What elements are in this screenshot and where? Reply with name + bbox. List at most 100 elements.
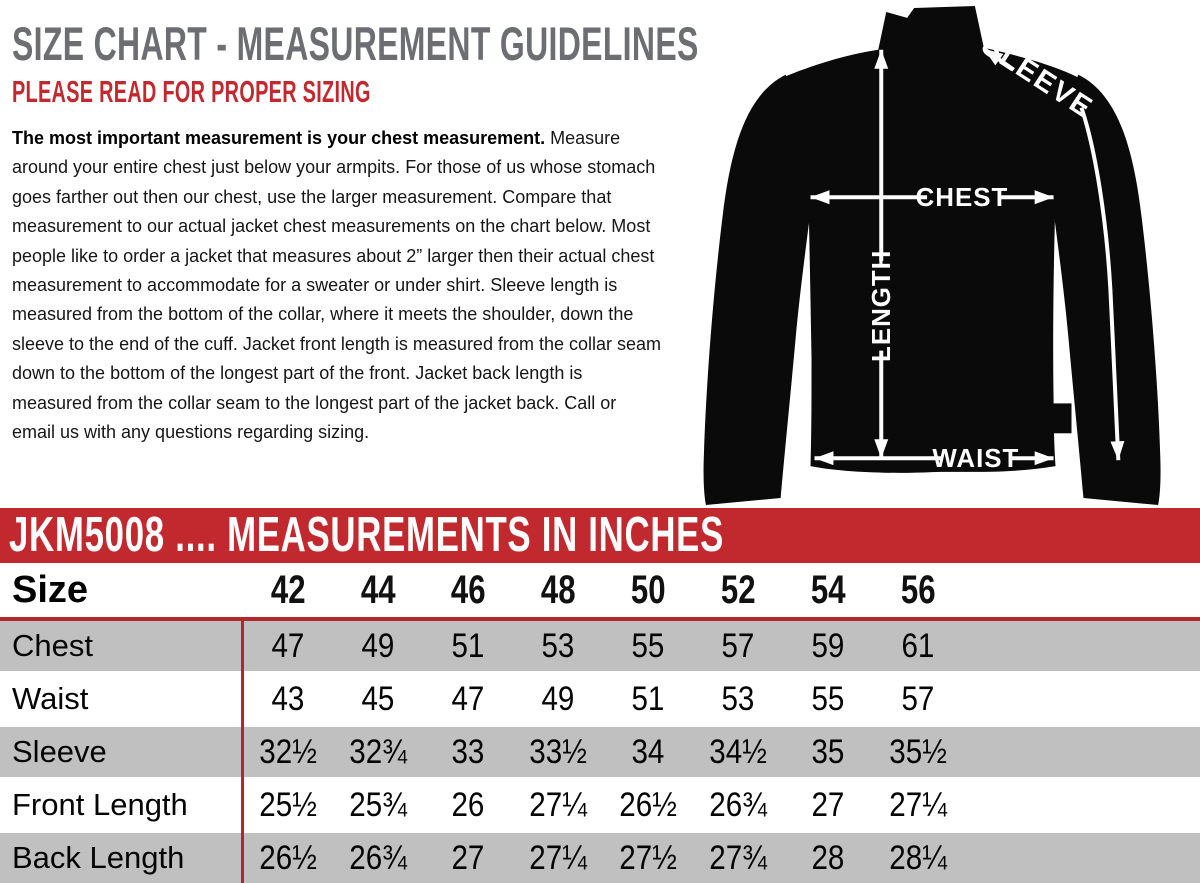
measurement-value: 25½ [243,786,333,825]
column-divider-line [241,617,244,883]
measurement-value-text: 35½ [889,732,947,771]
measurement-value: 27¼ [873,786,963,825]
measurement-value-text: 53 [721,679,755,718]
measurement-value: 28¼ [873,839,963,878]
page-title: SIZE CHART - MEASUREMENT GUIDELINES [12,17,699,70]
size-column-header: 46 [423,568,513,613]
measurement-value: 35½ [873,733,963,772]
measurement-value: 34½ [693,733,783,772]
measurement-value: 26½ [603,786,693,825]
measurement-value-text: 59 [811,626,845,665]
measurement-value-text: 27 [811,785,845,824]
size-column-header-text: 54 [810,567,846,612]
size-header-cells: 42 44 46 48 50 52 54 56 [243,568,963,613]
size-column-header: 54 [783,568,873,613]
size-column-header: 50 [603,568,693,613]
measurement-value: 35 [783,733,873,772]
measurement-value: 27¾ [693,839,783,878]
size-column-header: 52 [693,568,783,613]
measurement-value: 28 [783,839,873,878]
measurement-value-text: 35 [811,732,845,771]
row-label: Waist [12,681,89,716]
measurement-value: 27¼ [513,839,603,878]
header-divider-line [0,617,1200,621]
measurement-value: 33½ [513,733,603,772]
measurement-value-text: 49 [361,626,395,665]
measurement-value-text: 28¼ [889,838,947,877]
sleeve-line [1079,106,1125,461]
measurement-value-text: 27¼ [529,785,587,824]
measurement-value-text: 32½ [259,732,317,771]
measurement-value: 27 [783,786,873,825]
measurement-value-text: 25¾ [349,785,407,824]
table-row: Back Length 26½ 26¾ 27 27¼ 27½ 27¾ 28 28¼ [0,833,1200,883]
measurement-value: 27 [423,839,513,878]
measurement-value: 53 [513,627,603,666]
size-column-header-text: 46 [450,567,486,612]
measurement-value: 27½ [603,839,693,878]
measurement-value: 43 [243,680,333,719]
length-label: LENGTH [868,250,896,362]
jacket-silhouette [703,5,1161,506]
measurement-value-text: 26 [451,785,485,824]
measurement-value: 27¼ [513,786,603,825]
table-row: Front Length 25½ 25¾ 26 27¼ 26½ 26¾ 27 27¼ [0,780,1200,830]
measurement-value-text: 26¾ [709,785,767,824]
waist-label: WAIST [932,445,1019,473]
size-column-header-text: 48 [540,567,576,612]
measurement-value-text: 57 [901,679,935,718]
measurement-value-text: 51 [631,679,665,718]
measurement-value-text: 55 [631,626,665,665]
measurement-value: 49 [513,680,603,719]
table-header-row: Size 42 44 46 48 50 52 54 56 [0,563,1200,617]
measurement-value: 55 [603,627,693,666]
measurement-value-text: 33 [451,732,485,771]
measurement-value-text: 49 [541,679,575,718]
measurement-value: 61 [873,627,963,666]
measurement-value: 51 [423,627,513,666]
measurement-value: 26¾ [693,786,783,825]
measurement-value-text: 43 [271,679,305,718]
size-column-header-text: 52 [720,567,756,612]
measurement-value-text: 34 [631,732,665,771]
row-label: Sleeve [12,734,107,769]
measurement-value: 45 [333,680,423,719]
banner-text: JKM5008 .... MEASUREMENTS IN INCHES [9,508,725,562]
measurement-value: 26½ [243,839,333,878]
chest-label: CHEST [916,184,1009,212]
instructions-lead: The most important measurement is your c… [12,128,546,148]
table-row: Chest 47 49 51 53 55 57 59 61 [0,621,1200,671]
measurement-value-text: 34½ [709,732,767,771]
measurement-value: 47 [243,627,333,666]
measurement-value-text: 45 [361,679,395,718]
measurement-value: 55 [783,680,873,719]
measurement-value-text: 32¾ [349,732,407,771]
measurement-value: 57 [693,627,783,666]
measurement-value-text: 27¼ [889,785,947,824]
measurement-value-text: 61 [901,626,935,665]
measurement-value: 49 [333,627,423,666]
sizing-instructions: The most important measurement is your c… [12,124,664,447]
measurement-value: 32½ [243,733,333,772]
measurement-value-text: 55 [811,679,845,718]
measurement-value: 32¾ [333,733,423,772]
row-label: Back Length [12,840,185,875]
measurement-value-text: 26¾ [349,838,407,877]
size-column-header: 48 [513,568,603,613]
size-column-header-text: 42 [270,567,306,612]
measurement-value: 51 [603,680,693,719]
table-rows: Chest 47 49 51 53 55 57 59 61 Waist 43 45 47 49 51 53 55… [0,621,1200,883]
size-column-header: 42 [243,568,333,613]
page-subtitle: PLEASE READ FOR PROPER SIZING [12,74,371,109]
size-column-header-text: 50 [630,567,666,612]
measurement-value-text: 27 [451,838,485,877]
measurement-value: 25¾ [333,786,423,825]
measurement-value: 26¾ [333,839,423,878]
measurement-value-text: 47 [271,626,305,665]
sleeve-arrow-top [982,47,1015,72]
measurement-value-text: 27¾ [709,838,767,877]
size-header-label: Size [12,568,89,611]
measurement-value-text: 26½ [619,785,677,824]
measurement-value-text: 53 [541,626,575,665]
measurement-arrows [810,47,1125,466]
